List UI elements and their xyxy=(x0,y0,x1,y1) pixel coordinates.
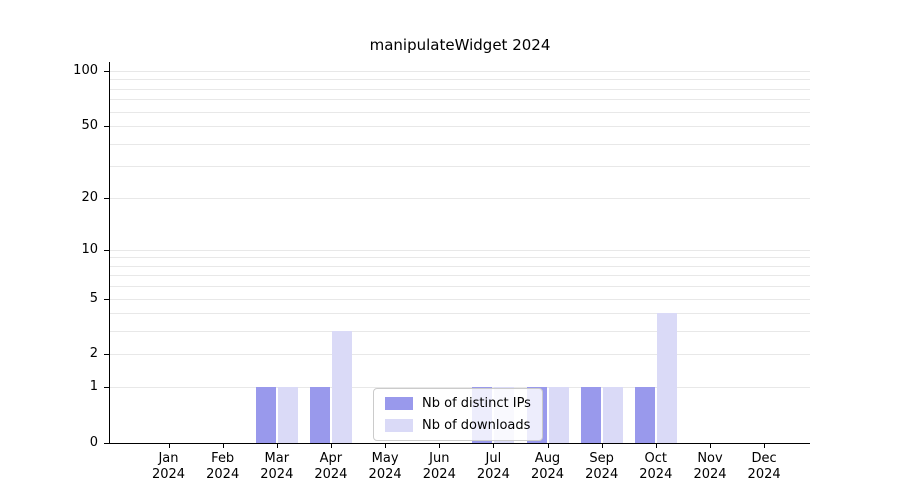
gridline xyxy=(110,166,810,168)
gridline xyxy=(110,286,810,288)
gridline xyxy=(110,354,810,356)
x-tick-label: Nov 2024 xyxy=(693,451,727,482)
bar-downloads xyxy=(277,387,298,443)
gridline xyxy=(110,88,810,90)
x-tick xyxy=(385,444,387,448)
x-tick xyxy=(710,444,711,448)
bar-distinct-ips xyxy=(634,387,655,443)
bar-distinct-ips xyxy=(580,387,601,443)
x-tick xyxy=(168,444,170,448)
y-tick-label: 0 xyxy=(89,435,98,450)
gridline xyxy=(110,79,810,81)
bar-downloads xyxy=(602,387,623,443)
gridline xyxy=(110,126,810,128)
legend-label: Nb of downloads xyxy=(422,418,531,433)
x-tick xyxy=(655,444,657,448)
bar-downloads xyxy=(656,313,677,443)
gridline xyxy=(110,313,810,315)
x-tick xyxy=(439,444,441,448)
legend-label: Nb of distinct IPs xyxy=(422,396,531,411)
x-tick xyxy=(764,444,766,448)
y-tick xyxy=(104,126,109,128)
gridline xyxy=(110,111,810,113)
x-tick-label: May 2024 xyxy=(368,451,402,482)
gridline xyxy=(110,257,810,259)
y-tick-label: 5 xyxy=(89,290,98,306)
x-tick-label: Jul 2024 xyxy=(476,451,510,482)
gridline xyxy=(110,197,810,199)
gridline xyxy=(110,331,810,333)
legend-item: Nb of downloads xyxy=(385,418,531,433)
x-tick xyxy=(547,444,549,448)
y-tick xyxy=(104,197,109,199)
x-tick-label: Dec 2024 xyxy=(747,451,781,482)
gridline xyxy=(110,249,810,251)
x-tick-label: Apr 2024 xyxy=(314,451,348,482)
x-tick xyxy=(330,444,332,448)
y-tick xyxy=(104,387,109,389)
gridline xyxy=(110,265,810,267)
gridline xyxy=(110,99,810,101)
y-tick xyxy=(104,249,109,251)
x-tick-label: Oct 2024 xyxy=(639,451,673,482)
y-axis-line xyxy=(109,62,110,444)
y-tick xyxy=(104,354,109,356)
x-tick-label: Sep 2024 xyxy=(585,451,619,482)
bar-distinct-ips xyxy=(255,387,276,443)
x-tick xyxy=(601,444,603,448)
bar-downloads xyxy=(331,331,352,443)
gridline xyxy=(110,71,810,72)
gridline xyxy=(110,387,810,389)
x-tick-label: Mar 2024 xyxy=(260,451,294,482)
y-tick-label: 100 xyxy=(73,63,98,78)
x-tick xyxy=(222,444,224,448)
gridline xyxy=(110,298,810,300)
legend-swatch xyxy=(385,419,413,432)
y-tick xyxy=(104,71,109,72)
y-tick-label: 50 xyxy=(81,118,98,134)
x-axis-line xyxy=(109,443,810,444)
x-tick-label: Feb 2024 xyxy=(206,451,240,482)
gridline xyxy=(110,143,810,145)
legend-swatch xyxy=(385,397,413,410)
legend-item: Nb of distinct IPs xyxy=(385,396,531,411)
y-tick-label: 2 xyxy=(89,346,98,362)
bar-downloads xyxy=(548,387,569,443)
x-tick xyxy=(276,444,278,448)
y-tick-label: 1 xyxy=(89,379,98,395)
x-tick-label: Jun 2024 xyxy=(422,451,456,482)
y-tick-label: 10 xyxy=(81,241,98,257)
bar-distinct-ips xyxy=(309,387,330,443)
gridline xyxy=(110,275,810,277)
y-tick xyxy=(104,298,109,300)
x-tick xyxy=(493,444,495,448)
y-tick xyxy=(104,443,109,444)
y-tick-label: 20 xyxy=(81,189,98,205)
legend: Nb of distinct IPs Nb of downloads xyxy=(373,388,543,441)
x-tick-label: Jan 2024 xyxy=(151,451,186,482)
chart-title: manipulateWidget 2024 xyxy=(369,36,551,54)
x-tick-label: Aug 2024 xyxy=(530,451,565,482)
